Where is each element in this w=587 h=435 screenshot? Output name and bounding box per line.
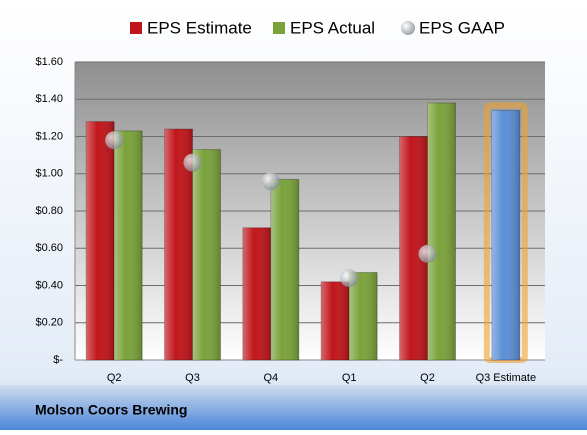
y-tick-label: $1.20 <box>35 130 63 142</box>
bar-shine <box>349 272 378 360</box>
gaap-point <box>261 172 280 191</box>
y-tick-label: $0.80 <box>35 205 63 217</box>
x-tick-label: Q3 <box>185 372 200 384</box>
bar-shine <box>321 281 350 360</box>
gaap-point <box>340 269 359 288</box>
bar-shine <box>114 130 143 360</box>
legend-label: EPS GAAP <box>419 18 505 37</box>
legend-label: EPS Estimate <box>147 18 252 37</box>
legend-swatch <box>130 22 142 34</box>
y-tick-label: $- <box>53 354 63 366</box>
legend-swatch <box>273 22 285 34</box>
gaap-point <box>183 153 202 172</box>
gaap-point <box>418 244 437 263</box>
footer-band <box>0 385 587 430</box>
y-tick-label: $1.00 <box>35 168 63 180</box>
bar-shine <box>270 179 299 360</box>
bar-shine <box>242 227 271 360</box>
footer: Molson Coors Brewing <box>35 402 187 418</box>
bar-shine <box>192 149 221 360</box>
y-tick-label: $0.20 <box>35 317 63 329</box>
x-tick-label: Q3 Estimate <box>476 372 537 384</box>
bar-shine <box>427 102 456 360</box>
y-tick-label: $1.40 <box>35 93 63 105</box>
y-tick-label: $1.60 <box>35 56 63 68</box>
bar-shine <box>86 121 115 360</box>
legend-label: EPS Actual <box>290 18 375 37</box>
x-tick-label: Q2 <box>420 372 435 384</box>
x-tick-label: Q1 <box>342 372 357 384</box>
x-tick-label: Q4 <box>263 372 278 384</box>
x-tick-label: Q2 <box>107 372 122 384</box>
gaap-point <box>105 131 124 150</box>
y-tick-label: $0.60 <box>35 242 63 254</box>
bar-shine <box>491 110 520 360</box>
legend-swatch <box>401 21 415 35</box>
y-tick-label: $0.40 <box>35 279 63 291</box>
